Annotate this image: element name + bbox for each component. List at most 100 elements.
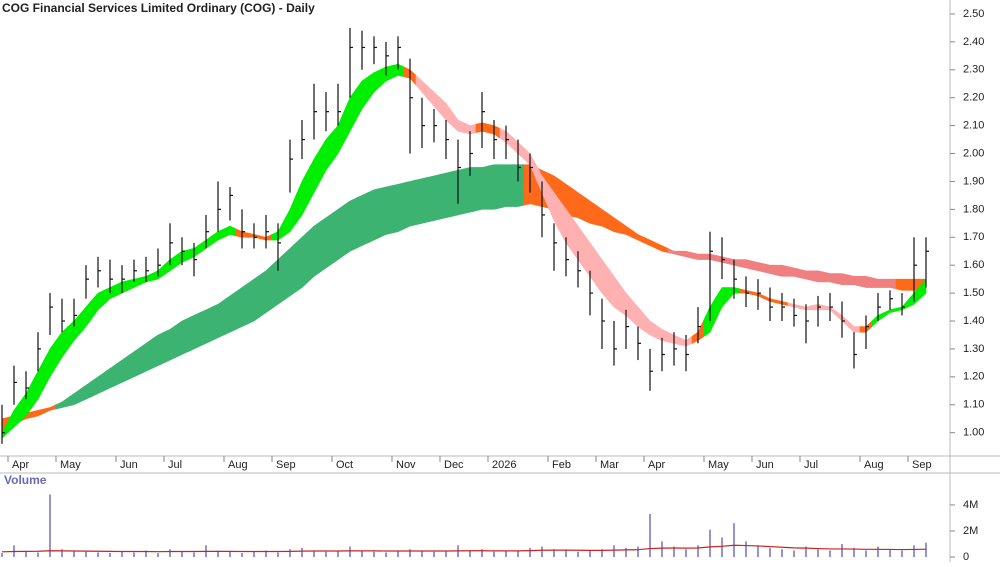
ribbon-segment [115,355,129,386]
ribbon-segment [439,171,453,220]
ribbon-segment [871,277,885,288]
ribbon-segment [427,174,441,223]
volume-y-tick-label: 0 [963,551,969,562]
ribbon-segment [151,331,165,369]
price-bars [1,27,929,444]
y-tick-label: 1.50 [963,287,984,299]
y-tick-label: 1.00 [963,427,984,439]
y-tick-label: 1.30 [963,343,984,355]
ribbon-segment [367,69,381,102]
ribbon-segment [235,282,249,330]
x-tick-label: Jul [804,459,818,471]
x-tick-label: Aug [228,459,248,471]
ribbon-segment [283,195,297,237]
x-tick-label: Apr [12,459,29,471]
y-tick-label: 1.60 [963,259,984,271]
ribbon-segment [43,339,57,389]
ribbon-segment [475,165,489,212]
ribbon-segment [799,268,813,281]
ribbon-segment [883,278,897,290]
x-tick-label: Jun [120,459,138,471]
ribbon-segment [655,242,669,254]
ribbon-segment [343,197,357,256]
ribbon-segment [199,306,213,347]
ribbon-segment [31,408,45,418]
x-tick-label: Oct [336,459,353,471]
ribbon-segment [499,164,513,209]
y-tick-label: 1.80 [963,203,984,215]
ribbons [1,63,927,439]
ribbon-segment [319,212,333,273]
x-tick-label: Mar [600,459,619,471]
ribbon-segment [667,247,681,256]
ribbon-segment [607,267,621,312]
ribbon-segment [187,312,201,353]
x-tick-label: Sep [276,459,296,471]
ribbon-segment [679,250,693,259]
ribbon-segment [319,131,333,182]
ribbon-segment [835,273,849,286]
ribbon-segment [307,221,321,283]
ribbon-segment [67,388,81,407]
x-tick-label: Dec [444,459,464,471]
ribbon-segment [211,299,225,342]
ribbon-segment [55,325,69,369]
y-tick-label: 1.70 [963,231,984,243]
ribbon-segment [751,260,765,273]
ribbon-segment [619,221,633,238]
x-tick-label: Jun [756,459,774,471]
ribbon-segment [295,170,309,225]
volume-y-tick-label: 2M [963,525,978,537]
y-tick-label: 2.00 [963,147,984,159]
ribbon-segment [775,264,789,277]
ribbon-segment [451,110,465,133]
ribbon-segment [919,278,927,300]
ribbon-segment [715,287,729,320]
y-tick-label: 1.20 [963,371,984,383]
ribbon-segment [163,324,177,364]
ribbon-segment [607,212,621,234]
x-tick-label: May [708,459,729,471]
ribbon-segment [643,313,657,339]
ribbon-segment [223,225,237,238]
ribbon-segment [259,264,273,318]
ribbon-segment [79,380,93,403]
x-tick-label: Sep [912,459,932,471]
ribbon-segment [595,250,609,301]
ribbon-segment [247,274,261,325]
ribbon-segment [859,276,873,288]
volume-label: Volume [4,473,47,487]
ribbon-segment [223,291,237,336]
y-tick-label: 2.40 [963,36,984,48]
ribbon-segment [103,363,117,392]
ribbon-segment [391,182,405,234]
ribbon-segment [811,270,825,283]
axes: 1.00 1.10 1.20 1.30 1.40 1.50 1.60 1.70 1.80 1.90… [7,8,984,471]
ribbon-segment [379,185,393,238]
ribbon-segment [823,271,837,284]
y-tick-label: 2.30 [963,64,984,76]
y-tick-label: 1.10 [963,399,984,411]
ribbon-segment [367,188,381,244]
x-tick-label: Feb [552,459,571,471]
ribbon-segment [43,404,57,414]
y-tick-label: 2.20 [963,92,984,104]
ribbon-segment [571,187,585,221]
ribbon-segment [127,346,141,381]
x-tick-label: May [60,459,81,471]
ribbon-segment [787,266,801,279]
ribbon-segment [643,236,657,249]
y-tick-label: 1.40 [963,315,984,327]
ribbon-segment [763,263,777,276]
ribbon-segment [415,176,429,226]
ribbon-segment [739,259,753,270]
ribbon-segment [583,196,597,226]
ribbon-segment [175,317,189,358]
ribbon-segment [355,76,369,121]
x-tick-label: Aug [864,459,884,471]
x-tick-label: Apr [648,459,665,471]
volume-panel: 0 2M 4M [1,494,978,563]
ribbon-segment [631,229,645,244]
